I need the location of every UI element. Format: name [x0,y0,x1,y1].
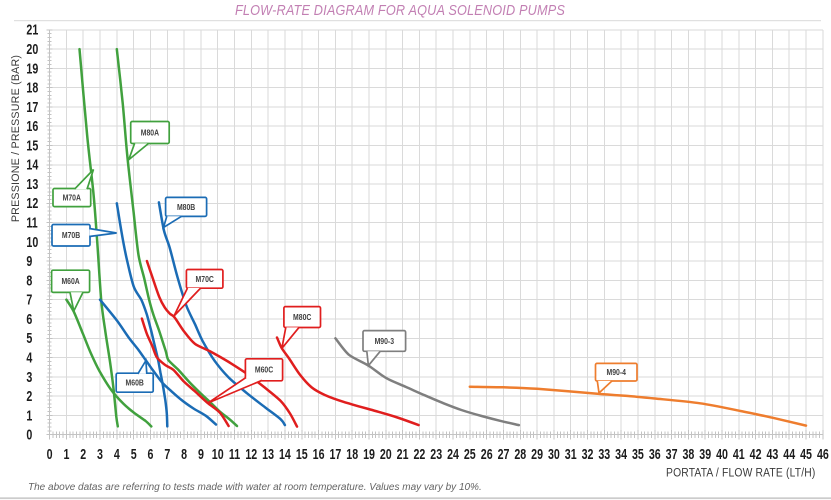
svg-text:23: 23 [430,445,442,462]
svg-text:3: 3 [97,445,103,462]
svg-text:37: 37 [666,445,678,462]
svg-text:M90-3: M90-3 [375,336,395,346]
svg-text:17: 17 [329,445,341,462]
svg-text:22: 22 [413,445,425,462]
svg-text:M70C: M70C [196,274,215,284]
svg-text:32: 32 [582,445,594,462]
svg-text:18: 18 [26,79,38,96]
svg-text:39: 39 [699,445,711,462]
svg-text:21: 21 [397,445,409,462]
svg-text:33: 33 [598,445,610,462]
svg-text:6: 6 [26,310,32,327]
svg-text:9: 9 [26,252,32,269]
svg-text:15: 15 [296,445,308,462]
svg-text:6: 6 [148,445,154,462]
svg-text:19: 19 [26,60,38,77]
svg-text:M70A: M70A [63,193,82,203]
svg-text:M60A: M60A [61,276,80,286]
svg-text:PORTATA / FLOW RATE (LT/H): PORTATA / FLOW RATE (LT/H) [666,467,816,480]
svg-text:15: 15 [26,137,38,154]
svg-text:4: 4 [26,349,33,366]
svg-text:21: 21 [26,21,38,38]
svg-text:25: 25 [464,445,476,462]
svg-text:7: 7 [164,445,170,462]
svg-text:M80C: M80C [293,312,312,322]
svg-text:41: 41 [733,445,745,462]
svg-text:34: 34 [615,445,628,462]
svg-text:17: 17 [26,98,38,115]
svg-text:35: 35 [632,445,644,462]
svg-text:16: 16 [26,117,38,134]
svg-text:3: 3 [26,368,32,385]
svg-text:43: 43 [766,445,778,462]
svg-text:8: 8 [181,445,187,462]
svg-text:1: 1 [63,445,69,462]
svg-text:11: 11 [26,214,37,231]
svg-text:PRESSIONE / PRESSURE (BAR): PRESSIONE / PRESSURE (BAR) [10,55,22,222]
svg-text:30: 30 [548,445,560,462]
svg-text:29: 29 [531,445,543,462]
svg-text:M80A: M80A [141,128,160,138]
svg-text:44: 44 [783,445,796,462]
svg-text:The above datas are referring: The above datas are referring to tests m… [28,482,482,493]
svg-text:20: 20 [380,445,392,462]
svg-text:14: 14 [26,156,39,173]
svg-text:12: 12 [26,194,38,211]
svg-text:24: 24 [447,445,460,462]
svg-text:31: 31 [565,445,577,462]
svg-text:FLOW-RATE DIAGRAM FOR AQUA SOL: FLOW-RATE DIAGRAM FOR AQUA SOLENOID PUMP… [235,2,565,18]
svg-text:38: 38 [682,445,694,462]
svg-text:0: 0 [26,426,32,443]
svg-text:16: 16 [313,445,325,462]
svg-text:18: 18 [346,445,358,462]
svg-text:M60B: M60B [126,378,145,388]
svg-text:12: 12 [245,445,257,462]
svg-text:46: 46 [817,445,829,462]
svg-text:36: 36 [649,445,661,462]
svg-text:19: 19 [363,445,375,462]
svg-text:4: 4 [114,445,121,462]
svg-text:M80B: M80B [177,202,196,212]
svg-text:13: 13 [262,445,274,462]
svg-text:26: 26 [481,445,493,462]
svg-text:7: 7 [26,291,32,308]
svg-text:27: 27 [498,445,510,462]
svg-text:42: 42 [750,445,762,462]
svg-text:5: 5 [131,445,137,462]
svg-text:13: 13 [26,175,38,192]
svg-text:28: 28 [514,445,526,462]
svg-text:2: 2 [26,387,32,404]
svg-text:1: 1 [26,407,32,424]
svg-text:M90-4: M90-4 [606,367,626,377]
svg-text:8: 8 [26,272,32,289]
svg-text:9: 9 [198,445,204,462]
svg-text:10: 10 [212,445,224,462]
svg-text:20: 20 [26,40,38,57]
svg-text:M60C: M60C [255,365,274,375]
svg-text:11: 11 [229,445,240,462]
svg-text:45: 45 [800,445,812,462]
svg-text:M70B: M70B [62,230,81,240]
svg-text:0: 0 [47,445,53,462]
svg-text:2: 2 [80,445,86,462]
svg-text:5: 5 [26,329,32,346]
svg-text:14: 14 [279,445,292,462]
svg-text:40: 40 [716,445,728,462]
svg-text:10: 10 [26,233,38,250]
